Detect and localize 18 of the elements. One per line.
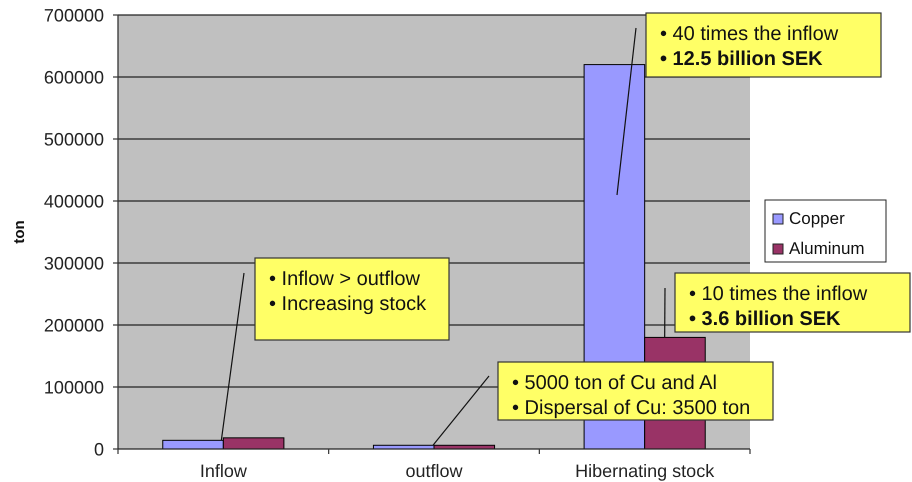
y-tick-label: 200000 — [44, 315, 104, 336]
legend-label: Aluminum — [789, 239, 865, 258]
annotation: • 40 times the inflow • 12.5 billion SEK — [660, 23, 839, 70]
annotation: • Inflow > outflow • Increasing stock — [269, 268, 428, 315]
x-tick-label: Hibernating stock — [575, 461, 716, 481]
annotation: • 5000 ton of Cu and Al • Dispersal of Cu: 3500 ton — [512, 372, 750, 419]
y-tick-label: 100000 — [44, 377, 104, 398]
annotation: • 10 times the inflow • 3.6 billion SEK — [689, 283, 868, 330]
y-axis-title: ton — [11, 220, 28, 244]
y-tick-label: 600000 — [44, 67, 104, 88]
y-tick-label: 0 — [94, 439, 104, 460]
legend-label: Copper — [789, 209, 846, 228]
y-tick-label: 300000 — [44, 253, 104, 274]
y-tick-label: 700000 — [44, 5, 104, 26]
y-tick-label: 400000 — [44, 191, 104, 212]
x-tick-label: outflow — [405, 461, 464, 481]
x-tick-label: Inflow — [200, 461, 248, 481]
y-tick-label: 500000 — [44, 129, 104, 150]
